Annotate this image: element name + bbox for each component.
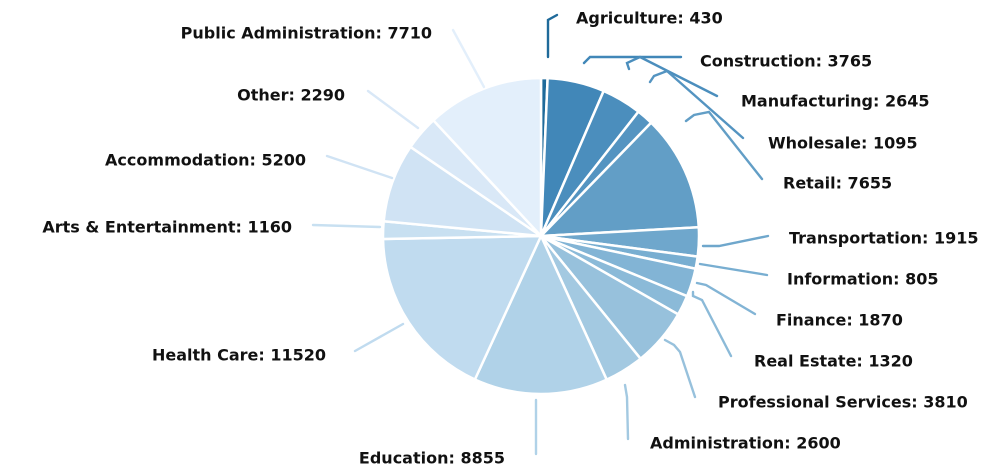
leader-line-accommodation	[325, 154, 394, 180]
leader-line-real-estate	[691, 290, 733, 358]
label-administration: Administration: 2600	[650, 434, 841, 453]
label-wholesale: Wholesale: 1095	[768, 134, 918, 153]
leader-line-information	[698, 262, 769, 277]
leader-lines	[311, 13, 770, 456]
leader-line-public-administration	[451, 28, 486, 89]
label-construction: Construction: 3765	[700, 52, 872, 71]
label-retail: Retail: 7655	[783, 174, 892, 193]
label-arts-and-entertainment: Arts & Entertainment: 1160	[42, 218, 292, 237]
leader-line-wholesale	[648, 69, 745, 140]
slice-labels: Agriculture: 430 Construction: 3765 Manufa…	[42, 9, 978, 468]
label-transportation: Transportation: 1915	[789, 229, 979, 248]
slice-retail	[539, 121, 701, 238]
label-information: Information: 805	[787, 270, 939, 289]
pie-slices	[381, 76, 701, 396]
label-agriculture: Agriculture: 430	[576, 9, 723, 28]
leader-line-health-care	[353, 322, 405, 353]
slice-health-care	[381, 234, 543, 381]
leader-line-retail	[684, 110, 764, 181]
label-health-care: Health Care: 11520	[152, 346, 326, 365]
label-education: Education: 8855	[359, 449, 505, 468]
leader-line-other	[366, 89, 420, 130]
label-public-administration: Public Administration: 7710	[181, 24, 432, 43]
label-manufacturing: Manufacturing: 2645	[741, 92, 930, 111]
leader-line-finance	[695, 281, 757, 316]
label-professional-services: Professional Services: 3810	[718, 393, 968, 412]
leader-line-professional-services	[663, 338, 697, 399]
leader-line-agriculture	[546, 13, 559, 59]
label-accommodation: Accommodation: 5200	[105, 151, 306, 170]
leader-line-administration	[623, 383, 630, 441]
slice-public-administration	[432, 76, 543, 238]
leader-line-manufacturing	[625, 55, 719, 98]
leader-line-arts-and-entertainment	[311, 223, 382, 229]
slice-education	[473, 234, 608, 396]
label-real-estate: Real Estate: 1320	[754, 352, 913, 371]
label-finance: Finance: 1870	[776, 311, 903, 330]
leader-line-transportation	[701, 234, 770, 248]
label-other: Other: 2290	[237, 86, 345, 105]
leader-line-construction	[582, 55, 683, 65]
